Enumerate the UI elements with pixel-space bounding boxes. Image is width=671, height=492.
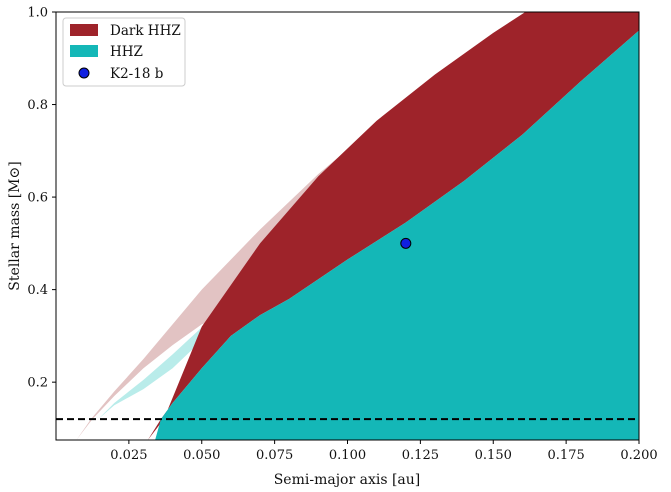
x-tick-label: 0.100 [329,448,366,463]
region-hhz-faded-extension [98,322,208,420]
x-tick-label: 0.175 [548,448,585,463]
y-axis-label: Stellar mass [M⊙] [7,161,23,290]
legend-marker-k2-18-b [78,67,90,79]
region-dark-hhz [147,12,639,440]
y-tick-label: 0.2 [27,376,48,391]
legend-label-hhz: HHZ [110,44,143,60]
x-tick-label: 0.075 [256,448,293,463]
x-axis-label: Semi-major axis [au] [274,472,421,488]
y-tick-label: 0.4 [27,283,48,298]
y-tick-label: 1.0 [27,6,48,21]
x-tick-label: 0.200 [620,448,657,463]
legend-swatch-dark-hhz [70,24,98,36]
x-tick-label: 0.050 [183,448,220,463]
legend-label-k2-18-b: K2-18 b [110,66,163,82]
x-tick-label: 0.125 [402,448,439,463]
region-hhz [155,30,640,440]
x-tick-label: 0.025 [110,448,147,463]
legend-swatch-hhz [70,45,98,57]
regions-layer [76,12,640,440]
y-tick-label: 0.6 [27,191,48,206]
y-ticks: 0.2 0.4 0.6 0.8 1.0 [27,6,56,391]
y-tick-label: 0.8 [27,98,48,113]
x-tick-label: 0.150 [475,448,512,463]
legend-label-dark-hhz: Dark HHZ [110,23,181,39]
point-k2-18-b [400,237,412,249]
points-layer [400,237,412,249]
legend: Dark HHZ HHZ K2-18 b [62,17,186,87]
x-ticks: 0.025 0.050 0.075 0.100 0.125 0.150 0.175 0.200 [110,440,658,463]
